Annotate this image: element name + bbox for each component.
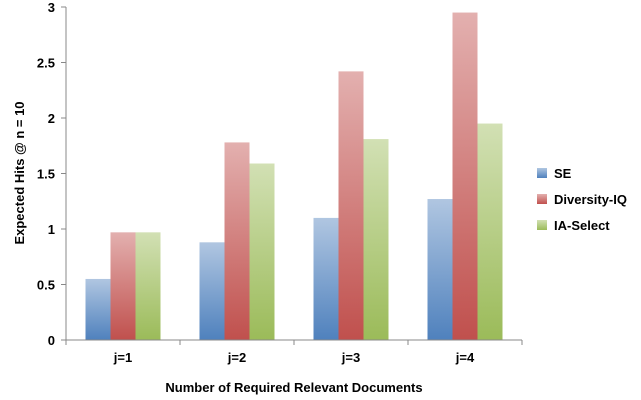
bar-diversity-iq-j4 <box>452 12 478 341</box>
y-tick-label: 3 <box>48 0 55 15</box>
bar-se-j3 <box>313 217 339 340</box>
legend-label: SE <box>554 166 572 181</box>
bar-ia-select-j2 <box>249 163 275 340</box>
y-tick-label: 0.5 <box>37 278 55 293</box>
y-axis-title: Expected Hits @ n = 10 <box>12 101 27 244</box>
y-tick-label: 2.5 <box>37 56 55 71</box>
bar-ia-select-j1 <box>135 232 161 340</box>
x-tick-label: j=3 <box>341 350 360 365</box>
legend-label: Diversity-IQ <box>554 192 627 207</box>
x-tick-label: j=1 <box>113 350 132 365</box>
bar-diversity-iq-j2 <box>224 142 250 340</box>
legend: SE Diversity-IQ IA-Select <box>537 166 627 233</box>
bar-ia-select-j4 <box>477 123 503 340</box>
bars-layer <box>85 12 503 341</box>
bar-ia-select-j3 <box>363 139 389 340</box>
legend-swatch <box>537 194 547 204</box>
y-tick-label: 1 <box>48 222 55 237</box>
x-tick-label: j=2 <box>227 350 246 365</box>
x-axis-title: Number of Required Relevant Documents <box>165 380 422 395</box>
legend-swatch <box>537 220 547 230</box>
y-ticks-layer: 0 0.5 1 1.5 2 2.5 3 <box>37 0 66 348</box>
y-tick-label: 2 <box>48 111 55 126</box>
legend-swatch <box>537 168 547 178</box>
bar-diversity-iq-j1 <box>110 232 136 340</box>
bar-se-j2 <box>199 242 225 340</box>
x-ticks-layer: j=1 j=2 j=3 j=4 <box>65 340 523 365</box>
legend-label: IA-Select <box>554 218 610 233</box>
y-tick-label: 1.5 <box>37 167 55 182</box>
x-tick-label: j=4 <box>455 350 475 365</box>
bar-se-j4 <box>427 199 453 340</box>
bar-se-j1 <box>85 278 111 340</box>
bar-diversity-iq-j3 <box>338 71 364 340</box>
y-tick-label: 0 <box>48 333 55 348</box>
